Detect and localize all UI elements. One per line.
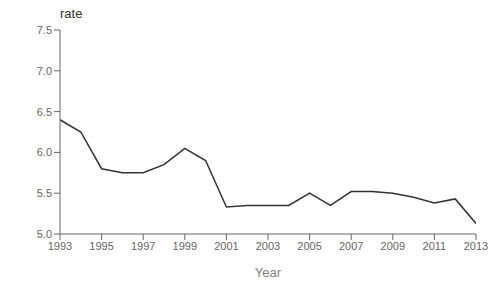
svg-text:7.0: 7.0 bbox=[37, 65, 52, 77]
svg-text:2007: 2007 bbox=[339, 240, 363, 252]
svg-text:6.0: 6.0 bbox=[37, 146, 52, 158]
svg-text:2003: 2003 bbox=[256, 240, 280, 252]
svg-text:5.5: 5.5 bbox=[37, 187, 52, 199]
svg-text:1999: 1999 bbox=[173, 240, 197, 252]
svg-text:2005: 2005 bbox=[297, 240, 321, 252]
svg-text:2009: 2009 bbox=[381, 240, 405, 252]
svg-text:2011: 2011 bbox=[423, 240, 447, 252]
svg-text:7.5: 7.5 bbox=[37, 24, 52, 36]
svg-text:1995: 1995 bbox=[89, 240, 113, 252]
svg-text:Year: Year bbox=[255, 265, 282, 280]
svg-text:6.5: 6.5 bbox=[37, 106, 52, 118]
svg-text:2001: 2001 bbox=[214, 240, 238, 252]
svg-text:2013: 2013 bbox=[464, 240, 488, 252]
html-text:rate: rate bbox=[60, 6, 83, 21]
svg-text:5.0: 5.0 bbox=[37, 228, 52, 240]
svg-text:1997: 1997 bbox=[131, 240, 155, 252]
svg-text:1993: 1993 bbox=[48, 240, 72, 252]
